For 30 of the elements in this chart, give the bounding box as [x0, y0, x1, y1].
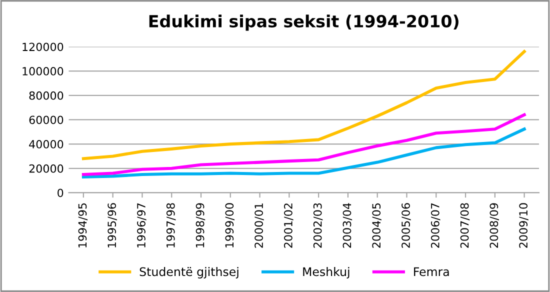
x-tick-label: 2003/04 [342, 203, 352, 248]
x-tick-label: 2002/03 [313, 203, 323, 248]
y-tick-label: 60000 [29, 116, 64, 124]
x-tick-label: 2009/10 [519, 203, 528, 248]
x-tick-label: 2004/05 [372, 203, 382, 248]
y-tick-label: 0 [58, 188, 64, 198]
x-tick-label: 1995/96 [108, 203, 117, 248]
line-series [82, 128, 526, 178]
x-tick-label: 2001/02 [284, 204, 294, 248]
chart-title: Edukimi sipas seksit (1994-2010) [149, 14, 458, 31]
y-tick-label: 100000 [22, 67, 64, 76]
x-tick-label: 2005/06 [402, 203, 411, 248]
y-tick-label: 80000 [29, 91, 64, 100]
y-tick-label: 20000 [29, 164, 64, 173]
x-tick-label: 1996/97 [137, 203, 146, 248]
y-tick-label: 120000 [22, 42, 64, 52]
x-tick-label: 1994/95 [78, 203, 88, 248]
y-tick-label: 40000 [29, 140, 64, 148]
line-series [82, 50, 526, 160]
legend-label: Meshkuj [303, 267, 350, 278]
x-tick-label: 1998/99 [196, 203, 206, 248]
x-tick-label: 1997/98 [166, 203, 176, 248]
legend-label: Studentë gjithsej [140, 267, 238, 278]
x-tick-label: 2006/07 [430, 203, 440, 248]
line-series [82, 113, 526, 176]
x-tick-label: 2007/08 [460, 203, 470, 248]
x-tick-label: 1999/00 [225, 203, 234, 248]
x-tick-label: 2008/09 [490, 203, 500, 248]
x-tick-label: 2000/01 [254, 203, 264, 248]
legend-label: Femra [414, 267, 449, 276]
